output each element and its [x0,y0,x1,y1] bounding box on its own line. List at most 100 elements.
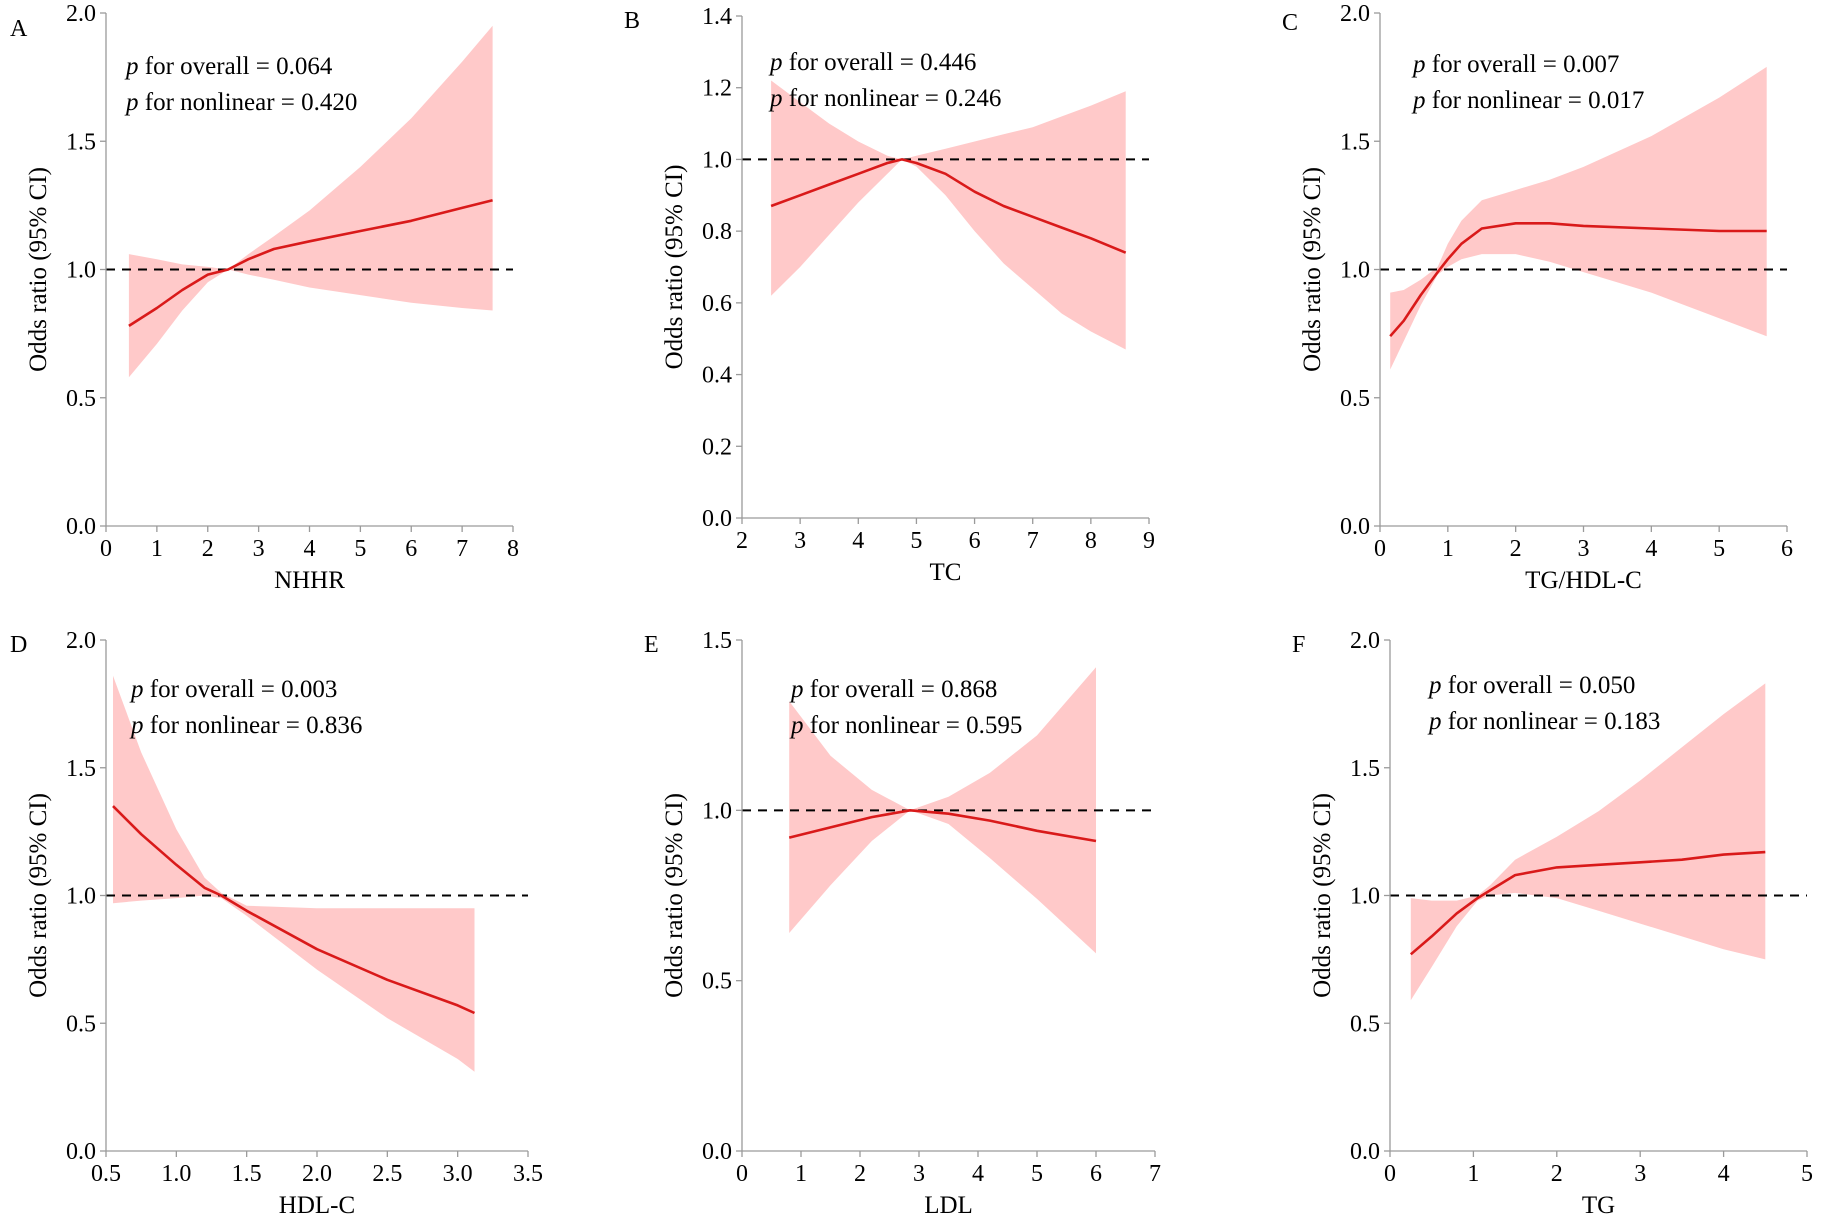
y-tick-label: 0.5 [1340,386,1370,412]
p-value-text: for nonlinear = 0.420 [139,89,358,116]
p-overall-annotation: p for overall = 0.064 [124,53,333,80]
panel-letter: C [1282,10,1298,36]
p-value-text: for nonlinear = 0.183 [1442,708,1661,735]
p-overall-annotation: p for overall = 0.868 [789,676,997,703]
p-nonlinear-annotation: p for nonlinear = 0.595 [789,712,1022,739]
x-tick-label: 2 [736,528,748,554]
y-tick-label: 1.4 [702,4,732,30]
p-nonlinear-annotation: p for nonlinear = 0.183 [1427,708,1660,735]
or-curve [788,808,1097,843]
y-tick-label: 1.0 [66,884,96,910]
x-tick-label: 3 [1578,536,1590,562]
y-tick-label: 1.5 [702,628,732,654]
y-tick-label: 1.0 [1340,258,1370,284]
y-tick-label: 0.6 [702,291,732,317]
x-tick-label: 2 [854,1161,866,1187]
panel-a: 0.0 0.5 1.0 1.5 2.0 0 1 2 3 4 5 6 7 8 NHHR Odds ratio (… [10,1,519,594]
x-tick-label: 0 [1384,1161,1396,1187]
or-curve [128,198,493,327]
or-curve [112,805,476,1015]
panel-e: 0.0 0.5 1.0 1.5 0 1 2 3 4 5 6 7 LDL Odds ratio (95% C… [644,628,1161,1217]
p-nonlinear-annotation: p for nonlinear = 0.836 [129,712,362,739]
p-value-text: for nonlinear = 0.836 [144,712,363,739]
x-tick-label: 2 [1510,536,1522,562]
x-axis-label: TG [1582,1192,1615,1217]
x-tick-label: 6 [1781,536,1793,562]
or-curve [1409,850,1766,956]
y-tick-label: 0.0 [66,1139,96,1165]
y-tick-label: 0.5 [702,969,732,995]
x-tick-label: 5 [354,536,366,562]
x-axis-label: TG/HDL-C [1525,567,1642,594]
y-axis-label: Odds ratio (95% CI) [25,793,52,998]
y-tick-label: 1.0 [66,258,96,284]
panel-letter: E [644,632,659,658]
panel-b: 0.0 0.2 0.4 0.6 0.8 1.0 1.2 1.4 2 3 4 5 6 7 8 9 TC Odds r… [624,4,1155,586]
p-symbol: p [1427,708,1442,735]
ci-band [1390,66,1767,370]
p-value-text: for overall = 0.868 [804,676,998,703]
y-tick-label: 0.0 [1350,1139,1380,1165]
y-tick-label: 0.5 [1350,1011,1380,1037]
x-tick-label: 7 [1027,528,1039,554]
y-tick-label: 1.0 [702,147,732,173]
y-tick-label: 0.4 [702,363,732,389]
p-symbol: p [1411,87,1426,114]
p-symbol: p [129,676,144,703]
p-value-text: for nonlinear = 0.246 [783,85,1002,112]
p-overall-annotation: p for overall = 0.446 [768,49,976,76]
x-tick-label: 1 [1467,1161,1479,1187]
x-tick-label: 8 [507,536,519,562]
x-tick-label: 0.5 [91,1161,121,1187]
y-tick-label: 2.0 [66,628,96,654]
p-symbol: p [124,89,139,116]
x-tick-label: 3 [794,528,806,554]
ci-band [128,25,493,378]
y-axis-label: Odds ratio (95% CI) [25,167,52,372]
x-tick-label: 4 [852,528,864,554]
x-tick-label: 4 [1645,536,1657,562]
x-tick-label: 2 [202,536,214,562]
x-tick-label: 9 [1143,528,1155,554]
y-tick-label: 0.8 [702,219,732,245]
y-tick-label: 1.2 [702,76,732,102]
panel-d: 0.00.51.01.52.00.5 1.0 1.5 2.0 2.5 3.0 3.5HDL-… [10,628,543,1217]
ci-band [113,675,475,1072]
x-tick-label: 7 [456,536,468,562]
x-axis-label: NHHR [274,567,345,594]
y-tick-label: 0.5 [66,386,96,412]
x-tick-label: 3 [913,1161,925,1187]
p-symbol: p [768,49,783,76]
p-symbol: p [124,53,139,80]
p-value-text: for overall = 0.446 [783,49,977,76]
x-axis-label: TC [930,559,962,586]
x-tick-label: 0 [736,1161,748,1187]
p-nonlinear-annotation: p for nonlinear = 0.017 [1411,87,1644,114]
p-value-text: for overall = 0.003 [144,676,338,703]
y-axis-label: Odds ratio (95% CI) [1299,167,1326,372]
x-tick-label: 2.0 [302,1161,332,1187]
or-curve [770,158,1127,254]
x-tick-label: 1 [1442,536,1454,562]
y-tick-label: 1.5 [66,129,96,155]
panel-letter: D [10,632,27,658]
x-tick-label: 3 [1634,1161,1646,1187]
panel-letter: A [10,16,28,42]
p-value-text: for nonlinear = 0.595 [804,712,1023,739]
panel-c: 0.0 0.5 1.0 1.5 2.0 0 1 2 3 4 5 6 TG/HDL-C Odds ratio… [1282,1,1793,594]
x-tick-label: 2.5 [372,1161,402,1187]
x-tick-label: 3.0 [443,1161,473,1187]
p-value-text: for nonlinear = 0.017 [1426,87,1645,114]
y-tick-label: 1.5 [1340,129,1370,155]
p-value-text: for overall = 0.064 [139,53,333,80]
y-tick-label: 0.0 [702,506,732,532]
p-nonlinear-annotation: p for nonlinear = 0.420 [124,89,357,116]
p-value-text: for overall = 0.050 [1442,672,1636,699]
panel-f: 0.0 0.5 1.0 1.5 2.0 0 1 2 3 4 5 TG Odds ratio (95% C… [1292,628,1813,1217]
p-overall-annotation: p for overall = 0.050 [1427,672,1635,699]
x-tick-label: 5 [1031,1161,1043,1187]
x-tick-label: 5 [1801,1161,1813,1187]
p-overall-annotation: p for overall = 0.007 [1411,51,1619,78]
x-tick-label: 6 [1090,1161,1102,1187]
p-symbol: p [1411,51,1426,78]
